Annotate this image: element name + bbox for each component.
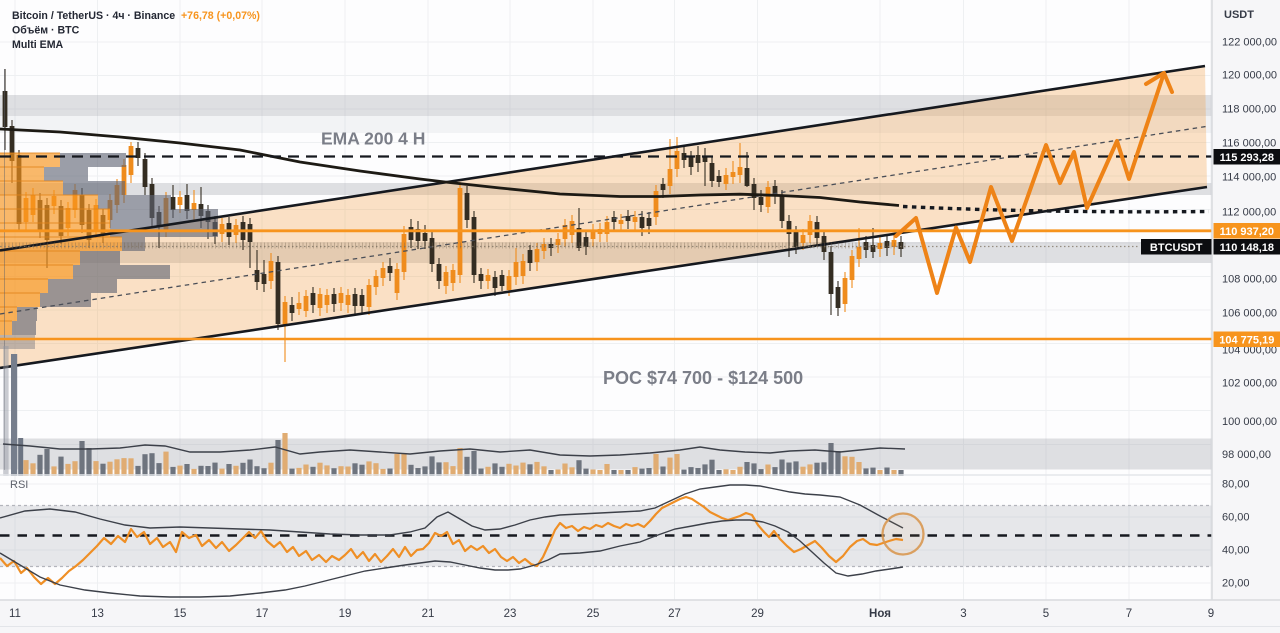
svg-text:19: 19 (339, 608, 352, 620)
svg-text:60,00: 60,00 (1222, 512, 1250, 524)
svg-text:25: 25 (587, 608, 600, 620)
svg-text:21: 21 (422, 608, 435, 620)
svg-text:13: 13 (91, 608, 104, 620)
svg-text:3: 3 (960, 608, 966, 620)
svg-text:POC $74 700 - $124 500: POC $74 700 - $124 500 (603, 368, 803, 388)
svg-text:110 148,18: 110 148,18 (1220, 242, 1274, 254)
svg-text:Объём · BTC: Объём · BTC (12, 25, 80, 37)
svg-text:9: 9 (1208, 608, 1214, 620)
svg-text:120 000,00: 120 000,00 (1222, 70, 1277, 82)
svg-text:122 000,00: 122 000,00 (1222, 37, 1277, 49)
svg-text:USDT: USDT (1224, 9, 1254, 21)
svg-text:114 000,00: 114 000,00 (1222, 172, 1276, 184)
svg-text:29: 29 (751, 608, 764, 620)
svg-text:+76,78 (+0,07%): +76,78 (+0,07%) (181, 10, 260, 22)
svg-text:80,00: 80,00 (1222, 479, 1250, 491)
svg-text:106 000,00: 106 000,00 (1222, 308, 1277, 320)
svg-text:EMA 200 4 H: EMA 200 4 H (321, 129, 425, 149)
svg-text:116 000,00: 116 000,00 (1222, 138, 1276, 150)
svg-text:23: 23 (504, 608, 517, 620)
svg-text:BTCUSDT: BTCUSDT (1150, 242, 1203, 254)
svg-text:5: 5 (1043, 608, 1049, 620)
svg-text:112 000,00: 112 000,00 (1222, 207, 1276, 219)
svg-text:20,00: 20,00 (1222, 578, 1250, 590)
svg-text:110 937,20: 110 937,20 (1220, 226, 1274, 238)
svg-text:RSI: RSI (10, 479, 28, 491)
svg-text:104 775,19: 104 775,19 (1219, 334, 1274, 346)
svg-text:7: 7 (1126, 608, 1132, 620)
svg-text:Bitcoin / TetherUS · 4ч · Bina: Bitcoin / TetherUS · 4ч · Binance (12, 10, 175, 22)
svg-text:Ноя: Ноя (869, 608, 891, 620)
svg-text:27: 27 (668, 608, 681, 620)
svg-text:118 000,00: 118 000,00 (1222, 104, 1276, 116)
svg-text:104 000,00: 104 000,00 (1222, 345, 1277, 357)
svg-text:98 000,00: 98 000,00 (1222, 449, 1271, 461)
svg-text:100 000,00: 100 000,00 (1222, 416, 1277, 428)
svg-text:102 000,00: 102 000,00 (1222, 378, 1277, 390)
svg-text:15: 15 (174, 608, 187, 620)
svg-text:11: 11 (9, 608, 21, 620)
svg-text:40,00: 40,00 (1222, 545, 1250, 557)
svg-text:Multi EMA: Multi EMA (12, 39, 64, 51)
svg-text:115 293,28: 115 293,28 (1220, 152, 1274, 164)
svg-text:108 000,00: 108 000,00 (1222, 274, 1277, 286)
svg-text:17: 17 (256, 608, 269, 620)
